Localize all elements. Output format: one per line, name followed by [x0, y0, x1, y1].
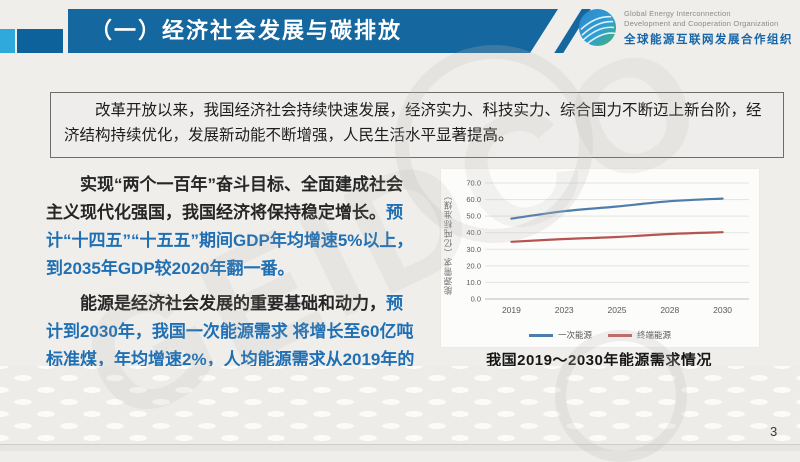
chart-legend: 一次能源 终端能源 [441, 329, 759, 341]
chart-plot-area: 0.0 10.0 20.0 30.0 40.0 50.0 60.0 70.0 2019 2023 2… [466, 179, 749, 315]
paragraph-gdp: 实现“两个一百年”奋斗目标、全面建成社会主义现代化强国，我国经济将保持稳定增长。… [46, 171, 418, 283]
header-accent-dark [17, 29, 63, 53]
org-logo: Global Energy Interconnection Developmen… [578, 8, 793, 47]
paragraph-energy-plain: 能源是经济社会发展的重要基础和动力， [80, 294, 386, 313]
svg-text:2023: 2023 [555, 305, 574, 315]
svg-text:2030: 2030 [713, 305, 732, 315]
svg-text:60.0: 60.0 [466, 195, 481, 204]
legend-item-primary-energy: 一次能源 [528, 329, 592, 341]
intro-box: 改革开放以来，我国经济社会持续快速发展，经济实力、科技实力、综合国力不断迈上新台… [50, 92, 784, 158]
legend-line-swatch-final [608, 333, 632, 337]
chart-caption: 我国2019～2030年能源需求情况 [486, 352, 712, 369]
legend-label-primary: 一次能源 [557, 330, 592, 340]
svg-text:10.0: 10.0 [466, 278, 481, 287]
page-number: 3 [770, 424, 778, 439]
svg-text:40.0: 40.0 [466, 228, 481, 237]
org-name-cn: 全球能源互联网发展合作组织 [624, 33, 793, 46]
page-title: （一）经济社会发展与碳排放 [90, 18, 403, 43]
svg-text:30.0: 30.0 [466, 245, 481, 254]
org-name-en-line2: Development and Cooperation Organization [624, 18, 779, 28]
svg-text:2019: 2019 [502, 305, 521, 315]
svg-text:70.0: 70.0 [466, 179, 481, 188]
org-name: Global Energy Interconnection Developmen… [624, 9, 793, 47]
org-name-en-line1: Global Energy Interconnection [624, 8, 731, 18]
intro-text: 改革开放以来，我国经济社会持续快速发展，经济实力、科技实力、综合国力不断迈上新台… [64, 102, 762, 144]
svg-text:2025: 2025 [608, 305, 627, 315]
globe-icon [578, 8, 617, 47]
header-accent-light [0, 29, 15, 53]
paragraph-gdp-plain: 实现“两个一百年”奋斗目标、全面建成社会主义现代化强国，我国经济将保持稳定增长。 [46, 175, 403, 222]
section-title-banner: （一）经济社会发展与碳排放 [68, 9, 558, 53]
svg-text:50.0: 50.0 [466, 212, 481, 221]
svg-text:20.0: 20.0 [466, 261, 481, 270]
legend-line-swatch-primary [528, 333, 553, 337]
paragraph-gdp-highlight: 预计“十四五”“十五五”期间GDP年均增速5%以上，到2035年GDP较2020… [46, 203, 414, 278]
svg-text:0.0: 0.0 [471, 295, 481, 304]
bottom-pattern-band [0, 366, 800, 444]
bottom-edge-strip [0, 444, 800, 451]
legend-label-final: 终端能源 [637, 330, 672, 340]
energy-demand-chart: 能源需求（亿吨标准煤） 0.0 10.0 20.0 30.0 40.0 50.0 60.0 7… [440, 168, 760, 348]
legend-item-final-energy: 终端能源 [608, 329, 671, 341]
svg-text:2028: 2028 [660, 305, 679, 315]
